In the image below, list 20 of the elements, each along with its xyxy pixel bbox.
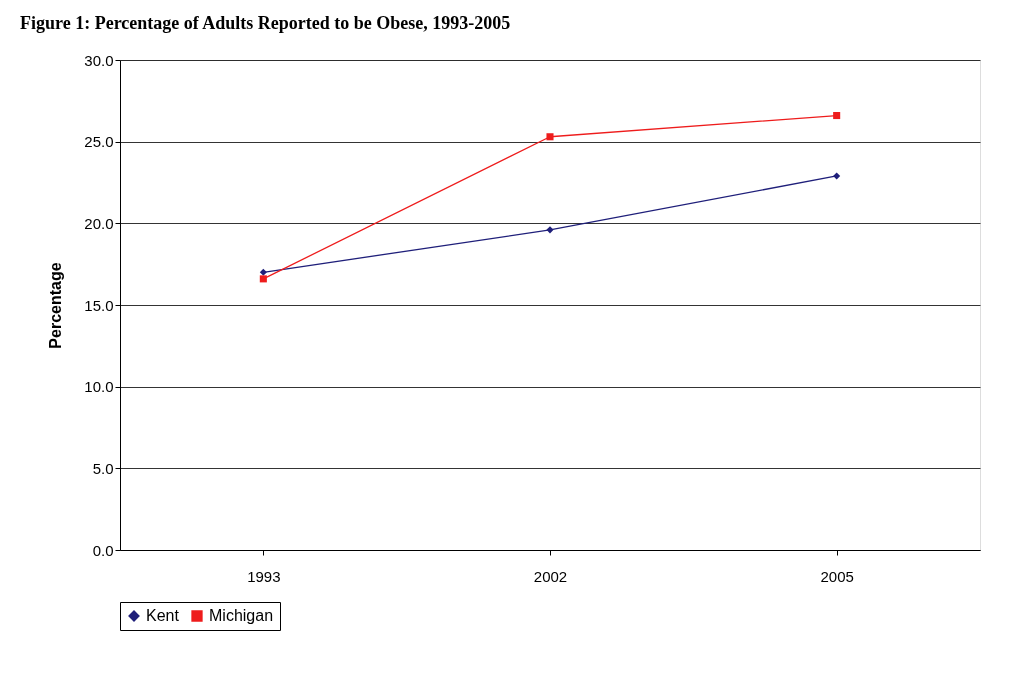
point	[546, 133, 554, 141]
legend-label: Michigan	[209, 607, 274, 624]
y-tick-label: 10.0	[84, 378, 114, 396]
chart-title: Figure 1: Percentage of Adults Reported to be Obese, 1993-2005	[20, 13, 511, 33]
y-tick-label: 5.0	[92, 459, 114, 477]
point	[259, 268, 267, 276]
y-tick-label: 0.0	[92, 541, 114, 559]
y-tick-label: 25.0	[84, 133, 114, 151]
x-tick-label: 1993	[247, 567, 281, 585]
point	[833, 112, 841, 120]
legend-label: Kent	[146, 607, 180, 624]
y-axis-title: Percentage	[47, 262, 65, 349]
y-tick-label: 20.0	[84, 214, 114, 232]
y-tick-label: 30.0	[84, 51, 114, 69]
point	[833, 172, 841, 180]
point	[259, 275, 267, 283]
x-tick-label: 2002	[533, 567, 568, 585]
point	[546, 226, 554, 234]
y-tick-label: 15.0	[84, 296, 114, 314]
x-tick-label: 2005	[820, 567, 854, 585]
